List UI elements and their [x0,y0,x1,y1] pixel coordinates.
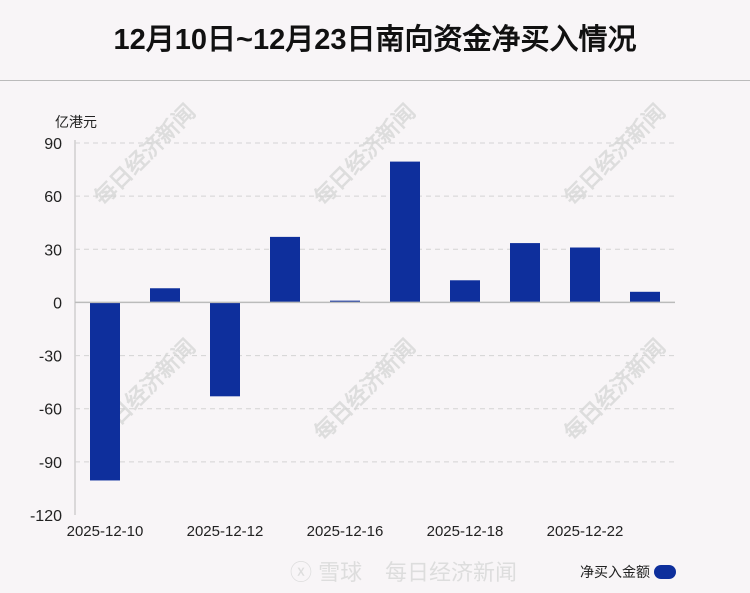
watermark-text: ⓧ 雪球 [290,560,362,585]
bar-2025-12-22 [570,247,600,303]
x-tick-label: 2025-12-22 [547,523,624,540]
x-tick-label: 2025-12-10 [67,523,144,540]
x-tick-label: 2025-12-18 [427,523,504,540]
x-tick-label: 2025-12-16 [307,523,384,540]
title-divider [0,80,750,81]
chart-title: 12月10日~12月23日南向资金净买入情况 [113,24,637,56]
y-tick-label: -30 [39,349,62,366]
bar-2025-12-12 [210,302,240,397]
watermark-text: 每日经济新闻 [559,334,670,445]
legend-swatch [654,565,676,579]
y-tick-label: -60 [39,402,62,419]
watermark-text: 每日经济新闻 [89,99,200,210]
y-tick-label: 0 [53,295,62,312]
bar-2025-12-18 [450,280,480,303]
y-tick-label: 30 [44,242,62,259]
watermark-text: 每日经济新闻 [385,560,517,585]
watermark-text: 每日经济新闻 [559,99,670,210]
y-tick-label: 60 [44,189,62,206]
bar-2025-12-19 [510,243,540,303]
bar-2025-12-10 [90,302,120,481]
legend-label: 净买入金额 [580,564,650,580]
bar-2025-12-11 [150,288,180,303]
legend: 净买入金额 [580,562,676,582]
bar-2025-12-17 [390,161,420,303]
y-tick-label: 90 [44,136,62,153]
y-axis-label: 亿港元 [55,114,97,130]
bar-2025-12-23 [630,291,660,303]
bar-2025-12-15 [270,236,300,303]
y-tick-label: -90 [39,455,62,472]
y-tick-label: -120 [30,508,62,525]
x-tick-label: 2025-12-12 [187,523,264,540]
bar-2025-12-16 [330,300,360,303]
watermark-text: 每日经济新闻 [309,334,420,445]
